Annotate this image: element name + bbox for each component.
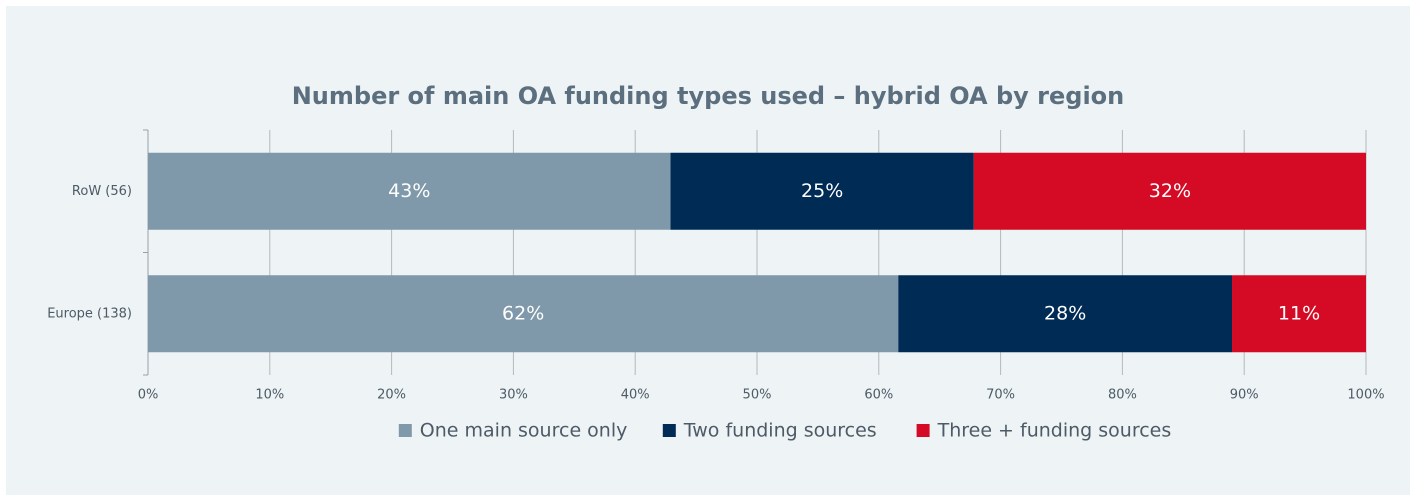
data-label: 62% xyxy=(502,302,544,324)
x-tick-label: 80% xyxy=(1108,388,1137,403)
chart-title: Number of main OA funding types used – h… xyxy=(292,82,1125,110)
x-tick-label: 70% xyxy=(986,388,1015,403)
x-tick-label: 20% xyxy=(377,388,406,403)
bar-segment xyxy=(670,152,974,230)
legend-label: Two funding sources xyxy=(683,420,877,442)
bar-segment xyxy=(148,152,671,230)
bar-segment xyxy=(898,275,1233,353)
x-tick-label: 100% xyxy=(1347,388,1384,403)
background xyxy=(6,6,1410,495)
x-tick-label: 0% xyxy=(138,388,159,403)
data-label: 43% xyxy=(388,180,430,202)
y-tick-label: RoW (56) xyxy=(72,184,132,199)
x-tick-label: 40% xyxy=(621,388,650,403)
legend-label: One main source only xyxy=(420,420,628,442)
legend-label: Three + funding sources xyxy=(937,420,1172,442)
x-tick-label: 10% xyxy=(255,388,284,403)
bar-segment xyxy=(1232,275,1366,353)
legend-swatch xyxy=(398,424,412,437)
data-label: 28% xyxy=(1044,302,1086,324)
legend-swatch xyxy=(662,424,676,437)
bar-segment xyxy=(973,152,1366,230)
x-tick-label: 90% xyxy=(1230,388,1259,403)
data-label: 25% xyxy=(801,180,843,202)
x-tick-label: 60% xyxy=(864,388,893,403)
x-tick-label: 30% xyxy=(499,388,528,403)
y-tick-label: Europe (138) xyxy=(47,306,132,321)
data-label: 11% xyxy=(1278,302,1320,324)
data-label: 32% xyxy=(1149,180,1191,202)
bar-segment xyxy=(148,275,899,353)
legend-swatch xyxy=(916,424,930,437)
x-tick-label: 50% xyxy=(743,388,772,403)
